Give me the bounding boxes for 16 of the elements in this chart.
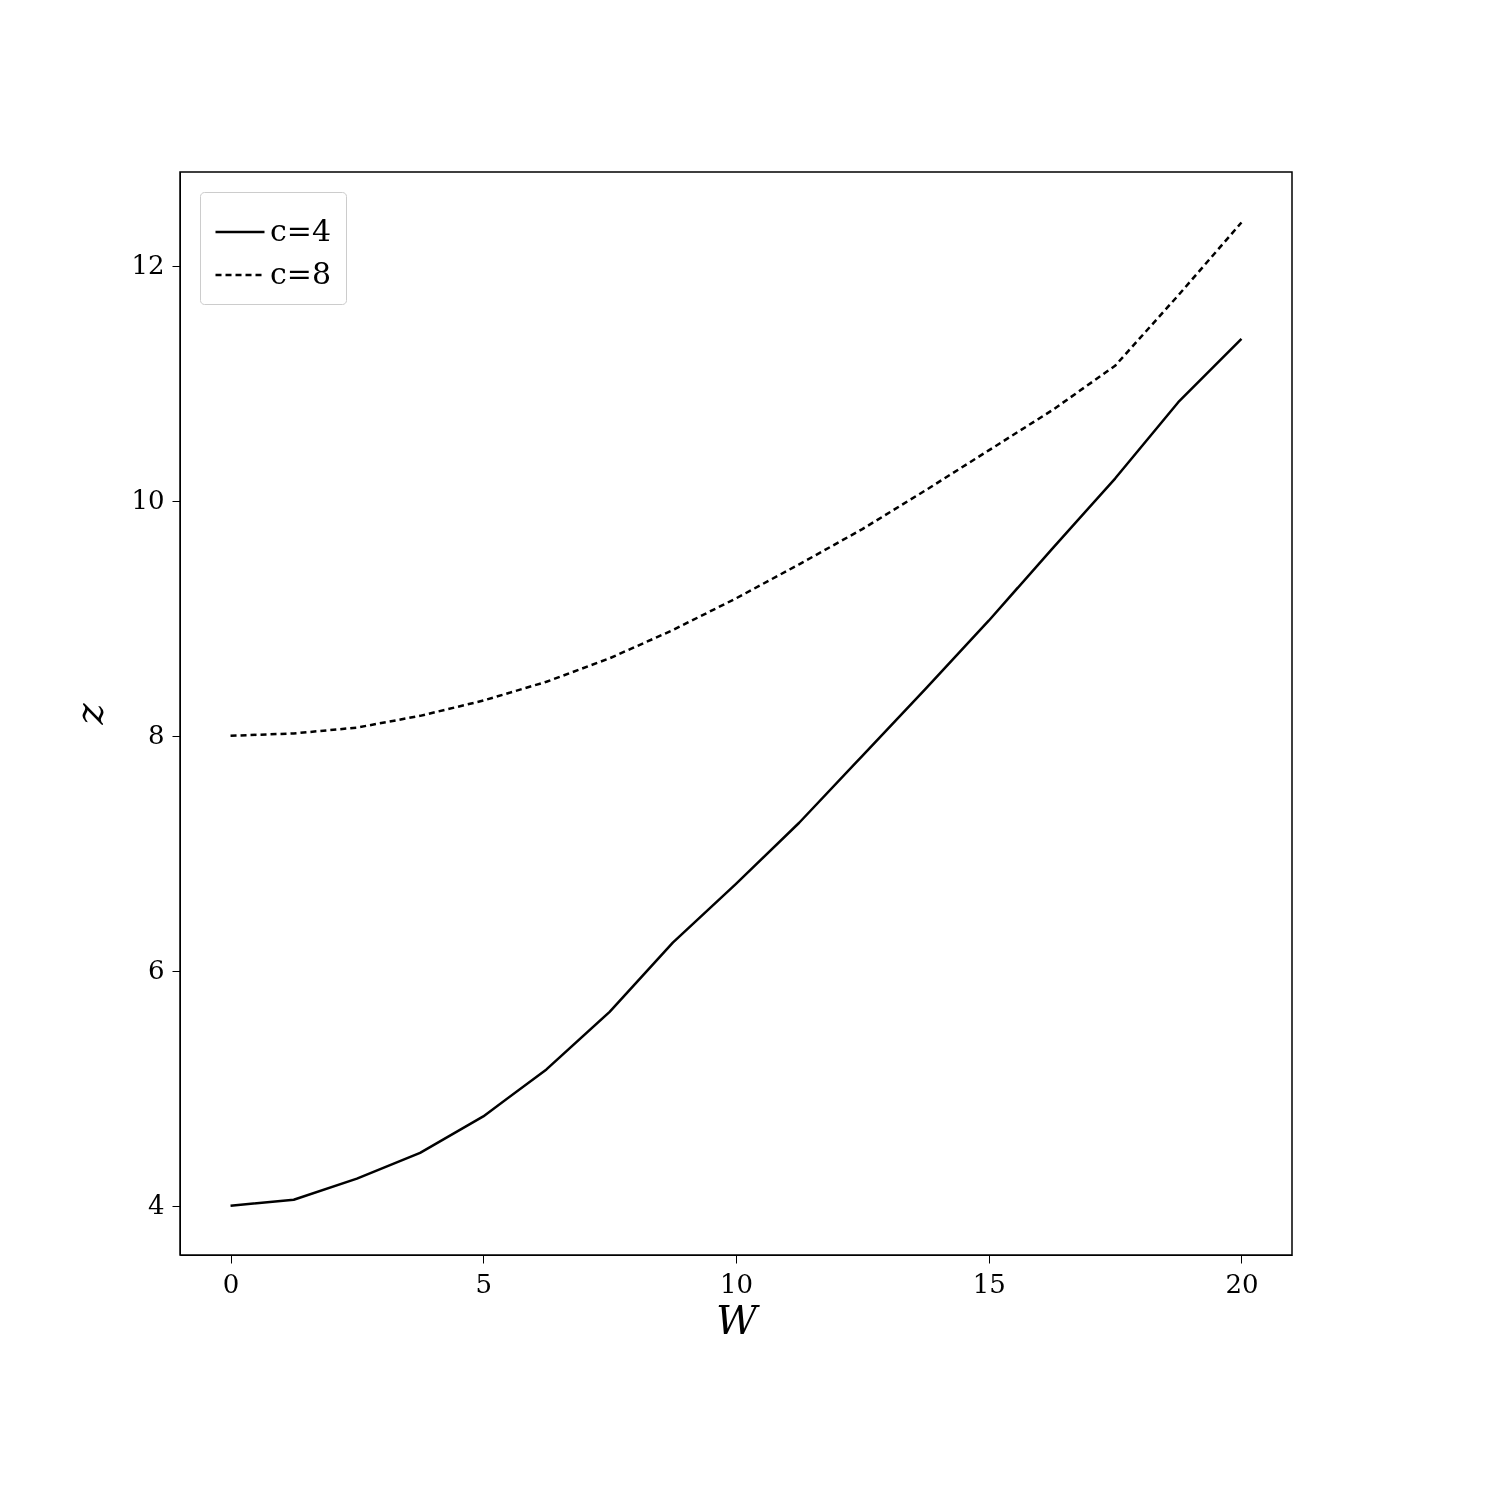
y-axis-title: z [66,702,113,726]
y-tick-label: 10 [131,485,165,516]
x-tick-label: 5 [475,1268,493,1299]
legend-label: c=8 [270,256,332,291]
y-tick-label: 8 [147,720,165,751]
x-tick-label: 15 [972,1268,1006,1299]
y-tick-label: 4 [147,1190,165,1221]
x-tick-label: 10 [719,1268,754,1299]
line-series [229,337,1243,1207]
x-tick-label: 0 [222,1268,240,1299]
y-tick-label: 6 [147,955,165,986]
x-tick-label: 20 [1225,1268,1259,1299]
line-series [229,221,1243,738]
x-axis-title: W [715,1296,760,1343]
legend-label: c=4 [270,213,332,248]
y-tick-label: 12 [131,250,165,281]
